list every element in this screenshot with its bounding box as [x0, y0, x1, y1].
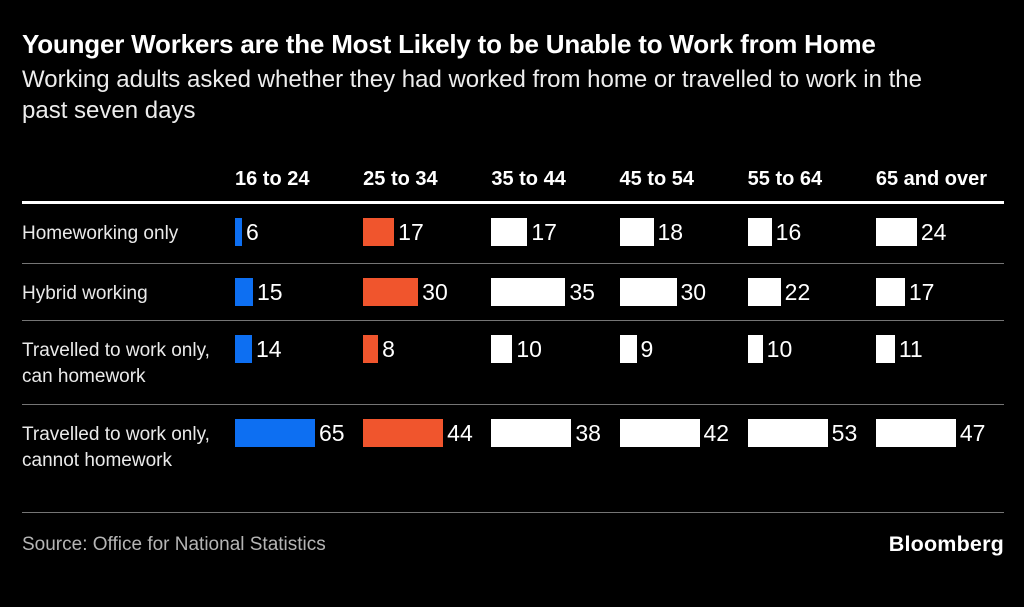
value-bar	[363, 335, 379, 364]
value-bar	[491, 335, 513, 364]
column-header: 65 and over	[875, 168, 987, 191]
bar-value-label: 24	[920, 219, 947, 246]
value-bar	[875, 335, 895, 364]
table-row: Homeworking only 6 17 17 18 16 24	[22, 204, 1004, 265]
bar-value-label: 65	[319, 420, 345, 447]
column-header: 45 to 54	[619, 168, 694, 191]
table-row: Hybrid working 15 30 35 30 22 17	[22, 264, 1004, 322]
bar-value-label: 14	[256, 336, 282, 363]
bar-cell: 17	[363, 204, 491, 263]
bar-cell: 38	[491, 405, 619, 512]
bar-cell: 35	[491, 264, 619, 320]
bar-cell: 65	[235, 405, 363, 512]
bar-cell: 15	[235, 264, 363, 320]
column-header: 25 to 34	[363, 168, 438, 191]
row-label: Hybrid working	[22, 283, 148, 305]
value-bar	[747, 218, 772, 247]
corner-spacer	[22, 168, 235, 191]
chart-canvas: Younger Workers are the Most Likely to b…	[0, 29, 1024, 607]
value-bar	[235, 419, 315, 448]
column-header: 35 to 44	[491, 168, 566, 191]
value-bar	[747, 335, 763, 364]
bar-value-label: 17	[908, 279, 935, 306]
column-header: 16 to 24	[235, 168, 310, 191]
bar-cell: 44	[363, 405, 491, 512]
bar-cell: 30	[363, 264, 491, 320]
bar-value-label: 9	[640, 336, 654, 363]
bar-value-label: 53	[831, 420, 858, 447]
value-bar	[875, 218, 917, 247]
value-bar	[363, 419, 444, 448]
value-bar	[619, 218, 654, 247]
bar-cell: 8	[363, 321, 491, 404]
bar-value-label: 10	[516, 336, 542, 363]
row-label: Travelled to work only, cannot homework	[22, 424, 210, 471]
bar-cell: 17	[491, 204, 619, 263]
bloomberg-logo: Bloomberg	[888, 532, 1004, 557]
bar-cell: 11	[875, 321, 1004, 404]
bar-value-label: 10	[766, 336, 793, 363]
bar-cell: 18	[619, 204, 748, 263]
value-bar	[491, 278, 566, 307]
bar-value-label: 6	[246, 219, 259, 246]
bar-value-label: 8	[382, 336, 395, 363]
bar-cell: 24	[875, 204, 1004, 263]
source-note: Source: Office for National Statistics	[22, 533, 326, 555]
value-bar	[619, 278, 677, 307]
value-bar	[619, 335, 637, 364]
value-bar	[747, 278, 781, 307]
chart-title: Younger Workers are the Most Likely to b…	[22, 29, 876, 59]
bar-value-label: 47	[959, 420, 986, 447]
table-row: Travelled to work only, cannot homework 6…	[22, 405, 1004, 514]
value-bar	[235, 218, 242, 247]
bar-cell: 9	[619, 321, 748, 404]
chart-footer: Source: Office for National Statistics B…	[22, 513, 1004, 557]
bar-value-label: 17	[531, 219, 557, 246]
table-body: Homeworking only 6 17 17 18 16 24 Hybrid workin…	[22, 204, 1004, 514]
row-label: Travelled to work only, can homework	[22, 340, 210, 387]
bar-cell: 30	[619, 264, 748, 320]
row-label: Homeworking only	[22, 223, 179, 245]
bar-cell: 53	[747, 405, 876, 512]
table-row: Travelled to work only, can homework 14 8 1…	[22, 321, 1004, 406]
value-bar	[491, 419, 572, 448]
bar-cell: 16	[747, 204, 876, 263]
bar-value-label: 18	[657, 219, 684, 246]
bar-value-label: 30	[680, 279, 707, 306]
bar-value-label: 11	[898, 336, 923, 363]
chart-table: 16 to 24 25 to 34 35 to 44 45 to 54 55 to 64…	[22, 126, 1004, 514]
column-header-row: 16 to 24 25 to 34 35 to 44 45 to 54 55 to 64…	[22, 126, 1004, 205]
value-bar	[363, 278, 419, 307]
column-header: 55 to 64	[747, 168, 823, 191]
bar-cell: 14	[235, 321, 363, 404]
value-bar	[363, 218, 395, 247]
bar-value-label: 22	[784, 279, 811, 306]
bar-cell: 6	[235, 204, 363, 263]
bar-cell: 10	[491, 321, 619, 404]
bar-value-label: 15	[257, 279, 283, 306]
bar-cell: 10	[747, 321, 876, 404]
value-bar	[235, 278, 253, 307]
bar-value-label: 42	[703, 420, 730, 447]
bar-value-label: 16	[775, 219, 802, 246]
value-bar	[875, 419, 956, 448]
value-bar	[747, 419, 828, 448]
bar-cell: 42	[619, 405, 748, 512]
value-bar	[235, 335, 252, 364]
bar-value-label: 38	[575, 420, 601, 447]
bar-value-label: 17	[398, 219, 424, 246]
bar-cell: 47	[875, 405, 1004, 512]
value-bar	[875, 278, 905, 307]
value-bar	[491, 218, 528, 247]
bar-value-label: 44	[447, 420, 473, 447]
value-bar	[619, 419, 700, 448]
bar-cell: 22	[747, 264, 876, 320]
chart-subtitle: Working adults asked whether they had wo…	[22, 66, 922, 125]
bar-value-label: 30	[422, 279, 448, 306]
bar-value-label: 35	[569, 279, 595, 306]
bar-cell: 17	[875, 264, 1004, 320]
